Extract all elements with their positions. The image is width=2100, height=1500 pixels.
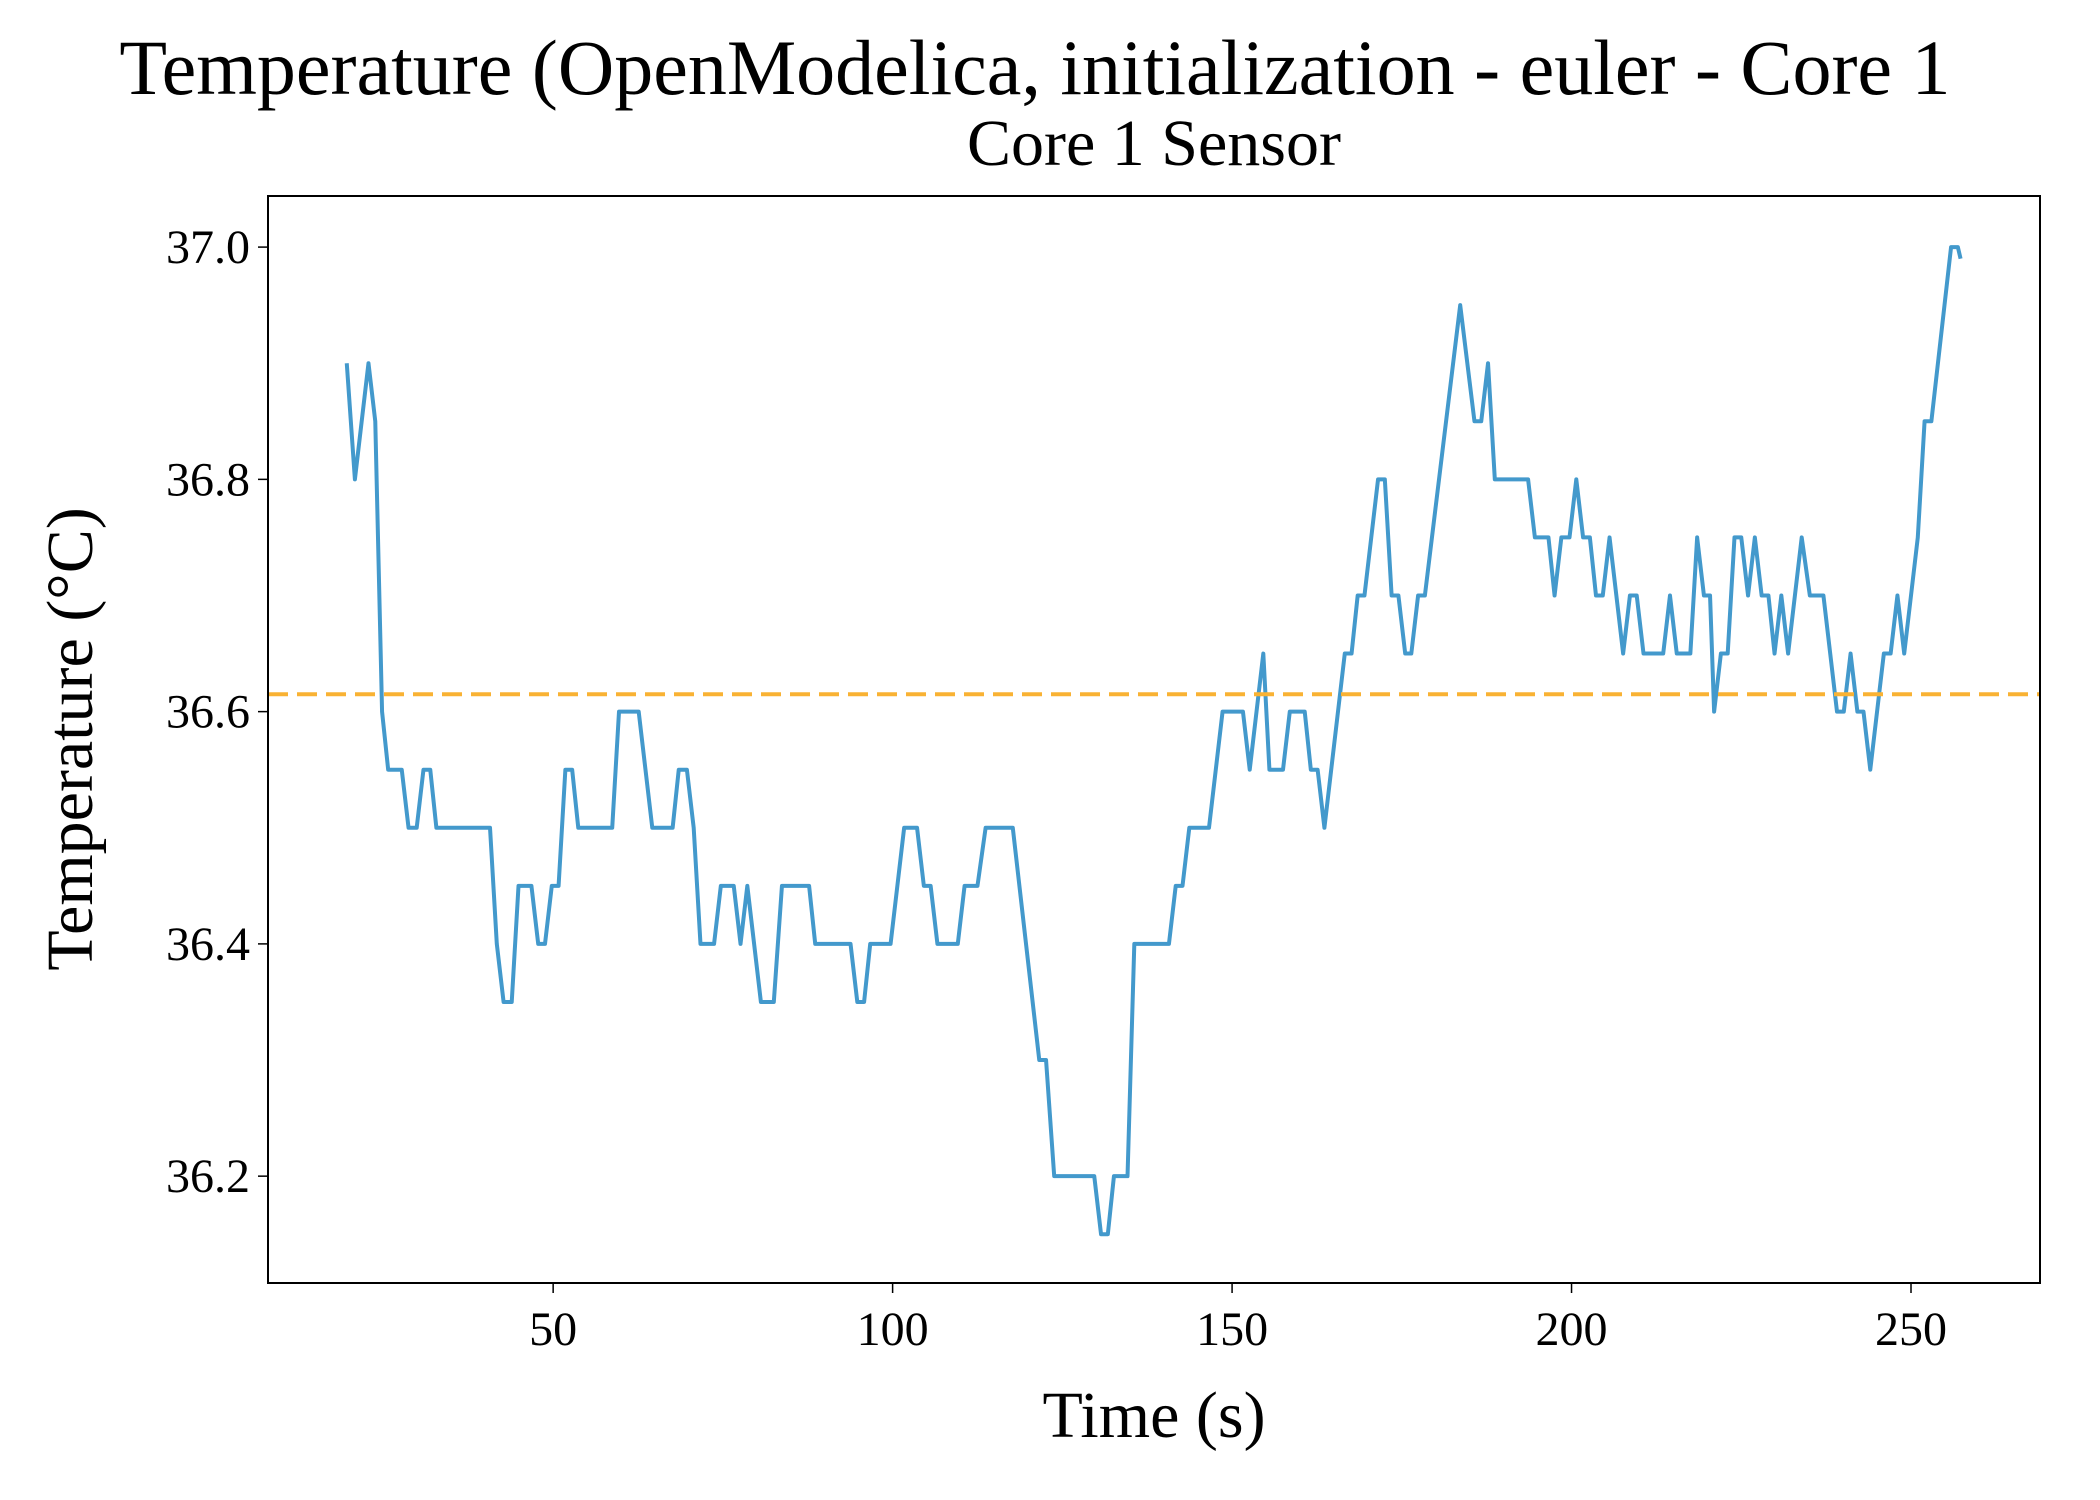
chart-subtitle: Core 1 Sensor	[967, 107, 1341, 180]
x-tick-label: 150	[1196, 1303, 1268, 1356]
y-tick-label: 37.0	[166, 221, 250, 274]
x-tick-label: 200	[1536, 1303, 1608, 1356]
y-tick-label: 36.6	[166, 686, 250, 739]
y-tick-label: 36.8	[166, 453, 250, 506]
y-axis-label: Temperature (°C)	[34, 507, 107, 970]
chart-title: Temperature (OpenModelica, initializatio…	[119, 24, 1950, 111]
x-tick-label: 250	[1875, 1303, 1947, 1356]
y-tick-label: 36.4	[166, 918, 250, 971]
x-axis-label: Time (s)	[1042, 1379, 1265, 1452]
plot-frame	[267, 195, 2041, 1284]
data-line	[344, 245, 1963, 1237]
y-tick-label: 36.2	[166, 1150, 250, 1203]
x-tick-label: 100	[857, 1303, 929, 1356]
x-tick-label: 50	[529, 1303, 577, 1356]
